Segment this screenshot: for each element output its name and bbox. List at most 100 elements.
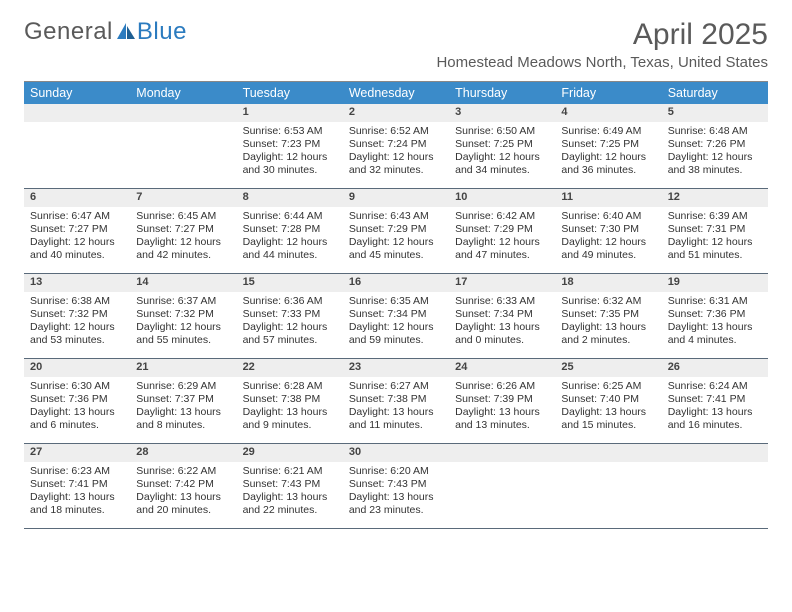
daylight-line-1: Daylight: 13 hours [349, 491, 443, 504]
day-number: 29 [237, 444, 343, 462]
sunset-line: Sunset: 7:29 PM [349, 223, 443, 236]
daylight-line-2: and 15 minutes. [561, 419, 655, 432]
brand-part2: Blue [137, 18, 187, 46]
day-cell [130, 104, 236, 188]
sunrise-line: Sunrise: 6:35 AM [349, 295, 443, 308]
day-number: 11 [555, 189, 661, 207]
day-cell: 23Sunrise: 6:27 AMSunset: 7:38 PMDayligh… [343, 359, 449, 443]
day-content: Sunrise: 6:28 AMSunset: 7:38 PMDaylight:… [237, 377, 343, 437]
day-number: 4 [555, 104, 661, 122]
daylight-line-2: and 13 minutes. [455, 419, 549, 432]
sunrise-line: Sunrise: 6:47 AM [30, 210, 124, 223]
day-content: Sunrise: 6:37 AMSunset: 7:32 PMDaylight:… [130, 292, 236, 352]
day-content: Sunrise: 6:30 AMSunset: 7:36 PMDaylight:… [24, 377, 130, 437]
daylight-line-2: and 4 minutes. [668, 334, 762, 347]
sunrise-line: Sunrise: 6:26 AM [455, 380, 549, 393]
location-label: Homestead Meadows North, Texas, United S… [436, 54, 768, 71]
day-number: 25 [555, 359, 661, 377]
sunset-line: Sunset: 7:40 PM [561, 393, 655, 406]
day-content: Sunrise: 6:31 AMSunset: 7:36 PMDaylight:… [662, 292, 768, 352]
day-content: Sunrise: 6:23 AMSunset: 7:41 PMDaylight:… [24, 462, 130, 522]
sunset-line: Sunset: 7:32 PM [136, 308, 230, 321]
day-number: 23 [343, 359, 449, 377]
sunset-line: Sunset: 7:35 PM [561, 308, 655, 321]
dow-fri: Friday [555, 82, 661, 104]
day-content: Sunrise: 6:52 AMSunset: 7:24 PMDaylight:… [343, 122, 449, 182]
daylight-line-1: Daylight: 12 hours [668, 236, 762, 249]
sunrise-line: Sunrise: 6:48 AM [668, 125, 762, 138]
sunrise-line: Sunrise: 6:36 AM [243, 295, 337, 308]
day-number: 15 [237, 274, 343, 292]
day-cell [662, 444, 768, 528]
day-number: 8 [237, 189, 343, 207]
day-content: Sunrise: 6:35 AMSunset: 7:34 PMDaylight:… [343, 292, 449, 352]
daylight-line-2: and 23 minutes. [349, 504, 443, 517]
sunset-line: Sunset: 7:32 PM [30, 308, 124, 321]
daylight-line-1: Daylight: 12 hours [243, 236, 337, 249]
day-cell: 3Sunrise: 6:50 AMSunset: 7:25 PMDaylight… [449, 104, 555, 188]
daylight-line-2: and 53 minutes. [30, 334, 124, 347]
day-content: Sunrise: 6:24 AMSunset: 7:41 PMDaylight:… [662, 377, 768, 437]
daylight-line-1: Daylight: 12 hours [349, 321, 443, 334]
day-number: 12 [662, 189, 768, 207]
day-number: 24 [449, 359, 555, 377]
day-cell: 18Sunrise: 6:32 AMSunset: 7:35 PMDayligh… [555, 274, 661, 358]
daylight-line-2: and 30 minutes. [243, 164, 337, 177]
day-cell: 15Sunrise: 6:36 AMSunset: 7:33 PMDayligh… [237, 274, 343, 358]
day-number: 6 [24, 189, 130, 207]
sunset-line: Sunset: 7:31 PM [668, 223, 762, 236]
sunset-line: Sunset: 7:27 PM [30, 223, 124, 236]
daylight-line-2: and 42 minutes. [136, 249, 230, 262]
sunrise-line: Sunrise: 6:29 AM [136, 380, 230, 393]
day-number: 14 [130, 274, 236, 292]
day-number: 9 [343, 189, 449, 207]
day-number: 19 [662, 274, 768, 292]
header: General Blue April 2025 Homestead Meadow… [24, 18, 768, 71]
week-row: 13Sunrise: 6:38 AMSunset: 7:32 PMDayligh… [24, 274, 768, 359]
daylight-line-1: Daylight: 13 hours [30, 406, 124, 419]
day-number: 2 [343, 104, 449, 122]
sunset-line: Sunset: 7:36 PM [668, 308, 762, 321]
day-cell: 13Sunrise: 6:38 AMSunset: 7:32 PMDayligh… [24, 274, 130, 358]
daylight-line-2: and 9 minutes. [243, 419, 337, 432]
day-cell: 1Sunrise: 6:53 AMSunset: 7:23 PMDaylight… [237, 104, 343, 188]
calendar-page: General Blue April 2025 Homestead Meadow… [0, 0, 792, 539]
sunrise-line: Sunrise: 6:31 AM [668, 295, 762, 308]
sunset-line: Sunset: 7:24 PM [349, 138, 443, 151]
sunset-line: Sunset: 7:28 PM [243, 223, 337, 236]
daylight-line-2: and 51 minutes. [668, 249, 762, 262]
dow-tue: Tuesday [237, 82, 343, 104]
week-row: 6 Sunrise: 6:47 AMSunset: 7:27 PM Daylight… [24, 189, 768, 274]
day-content: Sunrise: 6:43 AMSunset: 7:29 PMDaylight:… [343, 207, 449, 267]
daylight-line-2: and 8 minutes. [136, 419, 230, 432]
day-cell: 14Sunrise: 6:37 AMSunset: 7:32 PMDayligh… [130, 274, 236, 358]
daylight-line-2: and 44 minutes. [243, 249, 337, 262]
sunset-line: Sunset: 7:37 PM [136, 393, 230, 406]
day-content: Sunrise: 6:39 AMSunset: 7:31 PMDaylight:… [662, 207, 768, 267]
daylight-line-1: Daylight: 12 hours [349, 236, 443, 249]
sunset-line: Sunset: 7:33 PM [243, 308, 337, 321]
daylight-line-2: and 22 minutes. [243, 504, 337, 517]
sunset-line: Sunset: 7:36 PM [30, 393, 124, 406]
day-number: 7 [130, 189, 236, 207]
day-number: 22 [237, 359, 343, 377]
day-cell: 17Sunrise: 6:33 AMSunset: 7:34 PMDayligh… [449, 274, 555, 358]
day-number: 21 [130, 359, 236, 377]
empty-day-bar [449, 444, 555, 462]
sunset-line: Sunset: 7:34 PM [349, 308, 443, 321]
daylight-line-1: Daylight: 13 hours [349, 406, 443, 419]
day-number: 28 [130, 444, 236, 462]
sunset-line: Sunset: 7:41 PM [30, 478, 124, 491]
sunrise-line: Sunrise: 6:23 AM [30, 465, 124, 478]
day-of-week-header: Sunday Monday Tuesday Wednesday Thursday… [24, 82, 768, 104]
day-cell: 29Sunrise: 6:21 AMSunset: 7:43 PMDayligh… [237, 444, 343, 528]
day-content: Sunrise: 6:48 AMSunset: 7:26 PMDaylight:… [662, 122, 768, 182]
day-cell: 10Sunrise: 6:42 AMSunset: 7:29 PMDayligh… [449, 189, 555, 273]
day-cell: 5Sunrise: 6:48 AMSunset: 7:26 PMDaylight… [662, 104, 768, 188]
day-cell: 26Sunrise: 6:24 AMSunset: 7:41 PMDayligh… [662, 359, 768, 443]
dow-thu: Thursday [449, 82, 555, 104]
day-content: Sunrise: 6:26 AMSunset: 7:39 PMDaylight:… [449, 377, 555, 437]
sunset-line: Sunset: 7:41 PM [668, 393, 762, 406]
day-cell: 30Sunrise: 6:20 AMSunset: 7:43 PMDayligh… [343, 444, 449, 528]
day-cell: 9Sunrise: 6:43 AMSunset: 7:29 PMDaylight… [343, 189, 449, 273]
